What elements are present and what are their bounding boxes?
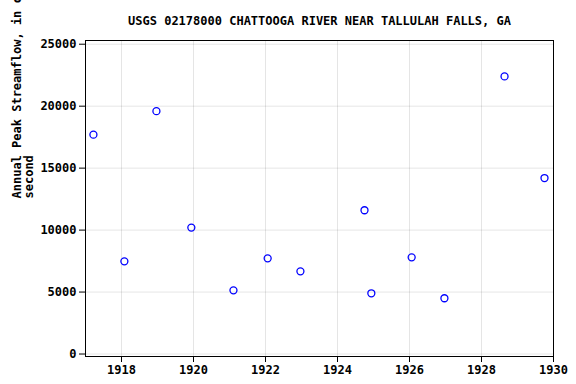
svg-text:1918: 1918 [107,363,136,377]
svg-text:1922: 1922 [251,363,280,377]
svg-text:1926: 1926 [395,363,424,377]
svg-text:20000: 20000 [40,99,76,113]
svg-text:0: 0 [69,347,76,361]
svg-text:1924: 1924 [323,363,352,377]
svg-text:1920: 1920 [179,363,208,377]
svg-text:Annual Peak Streamflow, in cub: Annual Peak Streamflow, in cubic feet pe… [10,0,36,199]
svg-text:25000: 25000 [40,37,76,51]
svg-text:1928: 1928 [467,363,496,377]
svg-text:1930: 1930 [539,363,568,377]
svg-text:15000: 15000 [40,161,76,175]
svg-text:10000: 10000 [40,223,76,237]
svg-text:USGS 02178000 CHATTOOGA RIVER: USGS 02178000 CHATTOOGA RIVER NEAR TALLU… [128,14,512,28]
svg-text:5000: 5000 [48,285,77,299]
